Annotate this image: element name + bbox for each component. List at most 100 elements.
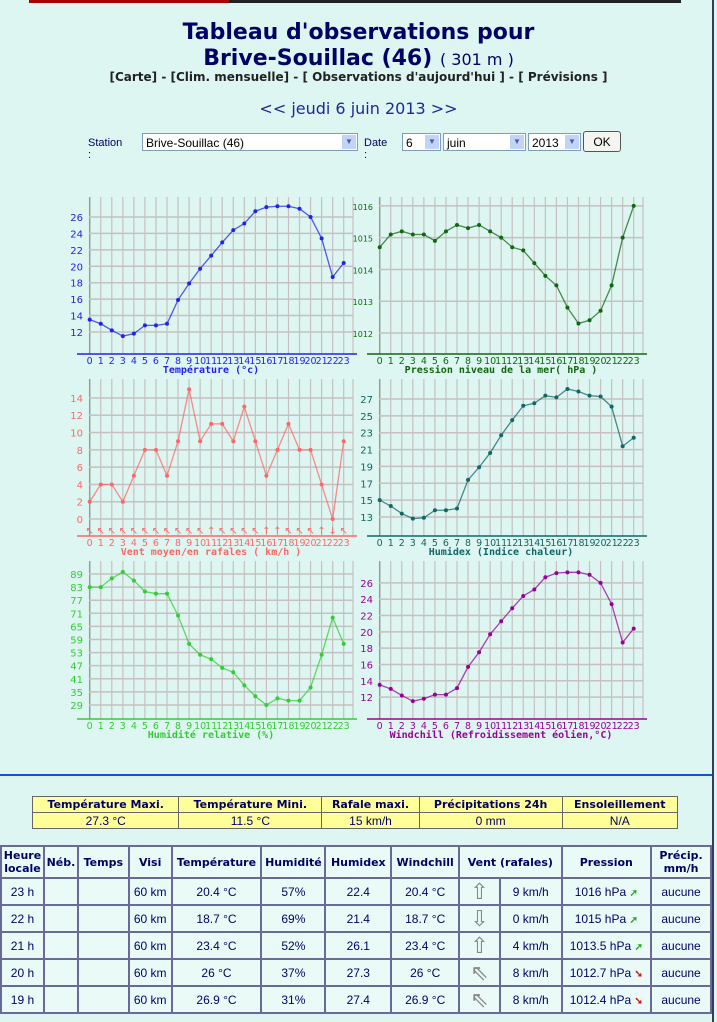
data-point	[477, 465, 482, 470]
x-tick-label: 18	[282, 356, 294, 367]
x-tick-label: 17	[561, 356, 573, 367]
prev-day-link[interactable]: <<	[259, 99, 287, 118]
x-tick-label: 11	[205, 721, 217, 732]
x-tick-label: 12	[506, 356, 518, 367]
data-point	[455, 506, 460, 511]
next-day-link[interactable]: >>	[430, 99, 458, 118]
column-header: Néb.	[42, 845, 79, 879]
x-tick-label: 11	[205, 538, 217, 549]
x-tick-label: 2	[109, 356, 115, 367]
x-tick-label: 10	[484, 356, 496, 367]
x-tick-label: 23	[628, 356, 640, 367]
page-title: Tableau d'observations pour Brive-Souill…	[0, 20, 717, 73]
data-point	[275, 696, 280, 701]
data-point	[297, 447, 302, 452]
y-tick-label: 1012	[353, 330, 373, 339]
data-point	[499, 619, 504, 624]
cell-precip: aucune	[650, 958, 712, 987]
altitude: ( 301 m )	[439, 50, 514, 69]
y-tick-label: 22	[360, 612, 373, 623]
data-point	[455, 686, 460, 691]
pressure-value: 1016 hPa	[574, 884, 627, 899]
data-point	[131, 331, 136, 336]
ok-button[interactable]: OK	[583, 131, 621, 152]
wind-direction-arrow-icon: ↑	[273, 526, 281, 537]
data-point	[399, 693, 404, 698]
x-tick-label: 17	[271, 356, 283, 367]
x-tick-label: 19	[293, 721, 305, 732]
x-tick-label: 14	[528, 538, 540, 549]
data-point	[565, 386, 570, 391]
y-tick-label: 1013	[353, 298, 373, 307]
x-tick-label: 13	[517, 538, 529, 549]
x-tick-label: 8	[465, 538, 471, 549]
data-point	[286, 698, 291, 703]
x-tick-label: 11	[495, 356, 507, 367]
cell-temps	[76, 985, 130, 1014]
data-point	[510, 418, 515, 423]
summary-header: Température Maxi.	[31, 796, 180, 813]
trend-up-icon: ➚	[629, 914, 638, 926]
year-select[interactable]: 2013 ▼	[528, 133, 581, 151]
wind-direction-arrow-icon: ↑	[262, 526, 270, 537]
data-point	[377, 682, 382, 687]
chart-title: Humidex (Indice chaleur)	[429, 546, 574, 558]
data-point	[87, 585, 92, 590]
trend-down-icon: ➘	[634, 995, 643, 1007]
cell-neb	[42, 931, 79, 960]
x-tick-label: 15	[539, 721, 551, 732]
x-tick-label: 10	[484, 538, 496, 549]
x-tick-label: 3	[120, 721, 126, 732]
x-tick-label: 1	[98, 721, 104, 732]
series-line	[379, 571, 635, 702]
cell-windchill: 26.9 °C	[390, 985, 461, 1014]
data-point	[510, 245, 515, 250]
link-carte[interactable]: [Carte]	[109, 70, 158, 84]
separator: -	[289, 70, 303, 84]
day-select[interactable]: 6 ▼	[402, 133, 441, 151]
x-tick-label: 14	[528, 721, 540, 732]
link-clim-mensuelle[interactable]: [Clim. mensuelle]	[170, 70, 290, 84]
cell-precip: aucune	[650, 904, 712, 933]
cell-pressure: 1015 hPa ➚	[560, 904, 653, 933]
summary-table: Température Maxi. Température Mini. Rafale…	[31, 796, 679, 829]
data-point	[253, 439, 258, 444]
cell-neb	[42, 958, 79, 987]
x-tick-label: 11	[205, 356, 217, 367]
wind-direction-cell: ⇖	[458, 958, 501, 987]
link-observations-aujourdhui[interactable]: [ Observations d'aujourd'hui ]	[302, 70, 505, 84]
x-tick-label: 21	[316, 721, 328, 732]
cell-wind: 8 km/h	[498, 985, 563, 1014]
x-tick-label: 17	[561, 721, 573, 732]
x-tick-label: 2	[399, 721, 405, 732]
chart-title: Pression niveau de la mer( hPa )	[405, 364, 598, 376]
cell-wind: 0 km/h	[498, 904, 563, 933]
x-tick-label: 16	[260, 356, 272, 367]
x-tick-label: 8	[175, 721, 181, 732]
station-select[interactable]: Brive-Souillac (46) ▼	[142, 133, 358, 151]
x-tick-label: 8	[175, 356, 181, 367]
x-tick-label: 0	[377, 538, 383, 549]
table-row: 22 h 60 km 18.7 °C 69% 21.4 18.7 °C ⇩ 0 km/h 101…	[0, 904, 712, 933]
x-tick-label: 20	[595, 721, 607, 732]
y-tick-label: 17	[360, 479, 373, 490]
data-point	[620, 235, 625, 240]
x-tick-label: 14	[528, 356, 540, 367]
wind-direction-cell: ⇩	[458, 904, 501, 933]
pressure-value: 1012.4 hPa	[569, 992, 632, 1007]
month-select[interactable]: juin ▼	[443, 133, 526, 151]
y-tick-label: 2	[77, 498, 83, 509]
data-point	[609, 602, 614, 607]
data-point	[399, 229, 404, 234]
cell-neb	[42, 904, 79, 933]
link-previsions[interactable]: [ Prévisions ]	[518, 70, 608, 84]
data-point	[388, 232, 393, 237]
x-tick-label: 21	[606, 538, 618, 549]
x-tick-label: 14	[238, 721, 250, 732]
cell-precip: aucune	[650, 931, 712, 960]
wind-direction-cell: ⇖	[458, 985, 501, 1014]
data-point	[297, 698, 302, 703]
x-tick-label: 17	[271, 721, 283, 732]
wind-direction-arrow-icon: ↖	[152, 526, 160, 537]
x-tick-label: 6	[153, 356, 159, 367]
